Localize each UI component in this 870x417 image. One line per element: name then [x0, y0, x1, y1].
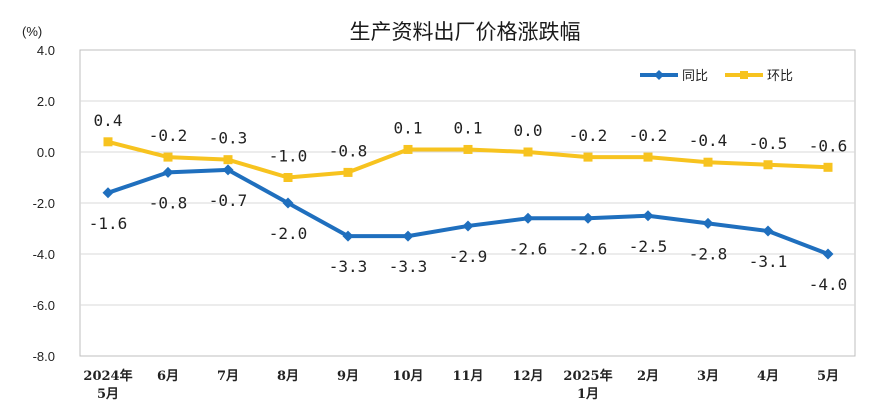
data-point [523, 147, 533, 157]
x-tick-label: 11月 [452, 369, 483, 384]
data-point [522, 212, 534, 224]
data-label: -2.9 [449, 247, 488, 266]
data-label: -3.3 [389, 257, 428, 276]
data-point [222, 164, 234, 176]
data-label: 0.1 [454, 118, 483, 137]
legend-marker [654, 70, 664, 80]
data-point [823, 162, 833, 172]
data-label: -3.3 [329, 257, 368, 276]
x-tick-label: 2月 [637, 369, 659, 384]
data-point [282, 197, 294, 209]
y-axis-ticks: 4.0 2.0 0.0 -2.0 -4.0 -6.0 -8.0 [33, 43, 55, 364]
x-tick-label: 6月 [157, 369, 179, 384]
data-label: -4.0 [809, 275, 848, 294]
data-point [643, 152, 653, 162]
x-tick-label: 3月 [697, 369, 719, 384]
data-point [223, 155, 233, 165]
y-tick-label: -6.0 [33, 298, 55, 313]
data-label: -0.3 [209, 129, 248, 148]
data-label: -2.5 [629, 237, 668, 256]
data-point [343, 167, 353, 177]
legend-label: 环比 [767, 69, 793, 84]
y-unit-label: (%) [22, 24, 42, 39]
x-tick-label: 7月 [217, 369, 239, 384]
x-axis-ticks: 2024年 5月 6月 7月 8月 9月 10月 11月 12月 2025年 1月 2月 3月 4月 5月 [83, 368, 839, 402]
data-point [103, 137, 113, 147]
x-tick-label: 5月 [97, 387, 119, 402]
data-point [462, 220, 474, 232]
data-point [763, 160, 773, 170]
x-tick-label: 5月 [817, 369, 839, 384]
legend: 同比 环比 [640, 69, 793, 84]
data-label: -0.8 [149, 193, 188, 212]
data-label: -0.6 [809, 136, 848, 155]
data-label: -0.2 [569, 126, 608, 145]
data-label: -0.2 [629, 126, 668, 145]
data-label: -0.4 [689, 131, 728, 150]
data-point [582, 212, 594, 224]
data-label: -3.1 [749, 252, 788, 271]
data-point [342, 230, 354, 242]
data-point [283, 173, 293, 182]
data-label: -1.6 [89, 214, 128, 233]
data-label: -2.8 [689, 244, 728, 263]
data-point [642, 210, 654, 222]
y-tick-label: 4.0 [37, 43, 55, 58]
x-tick-label: 9月 [337, 369, 359, 384]
gridlines [80, 100, 855, 306]
data-point [463, 144, 473, 154]
data-point [762, 225, 774, 237]
data-point [822, 248, 834, 260]
data-point [162, 166, 174, 178]
x-tick-label: 1月 [577, 387, 599, 402]
data-label: -0.7 [209, 191, 248, 210]
x-tick-label: 12月 [512, 369, 543, 384]
data-label: -2.6 [569, 239, 608, 258]
series-layer [102, 137, 834, 260]
data-point [163, 152, 173, 162]
data-label: 0.1 [394, 118, 423, 137]
x-tick-label: 2025年 [563, 368, 612, 384]
data-label: -2.0 [269, 224, 308, 243]
y-tick-label: -2.0 [33, 196, 55, 211]
x-tick-label: 8月 [277, 369, 299, 384]
data-point [703, 157, 713, 167]
y-tick-label: -8.0 [33, 349, 55, 364]
x-tick-label: 2024年 [83, 368, 132, 384]
data-label: 0.0 [514, 121, 543, 140]
data-labels: -1.6 -0.8 -0.7 -2.0 -3.3 -3.3 -2.9 -2.6 -2.6 -2.5… [89, 111, 848, 294]
data-point [702, 217, 714, 229]
legend-marker [740, 71, 748, 79]
y-tick-label: 2.0 [37, 94, 55, 109]
data-label: -0.5 [749, 134, 788, 153]
data-point [403, 144, 413, 154]
data-label: -2.6 [509, 239, 548, 258]
data-label: 0.4 [94, 111, 123, 130]
chart-title: 生产资料出厂价格涨跌幅 [350, 20, 581, 44]
x-tick-label: 10月 [392, 369, 423, 384]
data-label: -1.0 [269, 147, 308, 166]
legend-label: 同比 [682, 69, 708, 84]
y-tick-label: 0.0 [37, 145, 55, 160]
series-line-同比 [107, 167, 829, 256]
data-point [102, 187, 114, 199]
data-label: -0.8 [329, 141, 368, 160]
data-point [583, 152, 593, 162]
data-label: -0.2 [149, 126, 188, 145]
x-tick-label: 4月 [757, 369, 779, 384]
y-tick-label: -4.0 [33, 247, 55, 262]
data-point [402, 230, 414, 242]
